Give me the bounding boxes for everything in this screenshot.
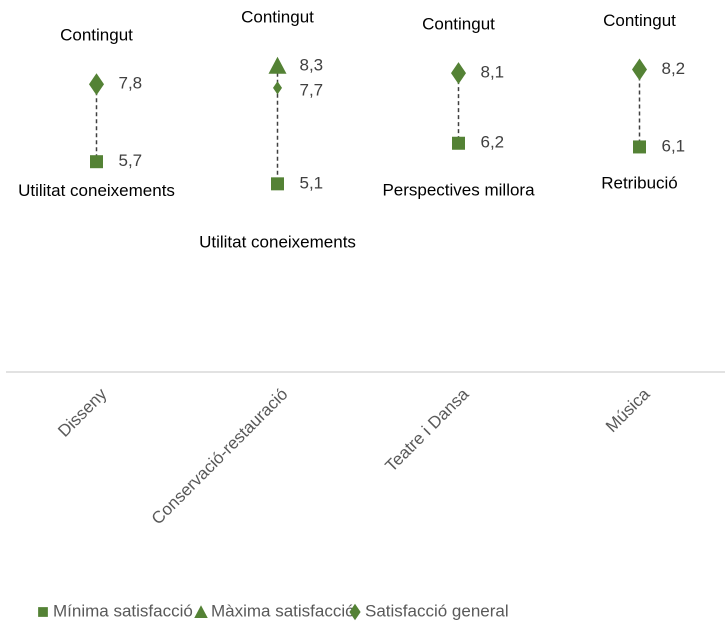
marker-diamond	[89, 73, 104, 96]
marker-diamond	[273, 81, 282, 95]
value-label: 5,1	[300, 173, 324, 192]
x-tick-label: Teatre i Dansa	[382, 384, 473, 475]
marker-square	[38, 607, 48, 617]
x-tick-label: Conservació-restauració	[148, 385, 292, 529]
legend-label: Mínima satisfacció	[53, 601, 193, 620]
annotation-top: Contingut	[422, 15, 495, 34]
annotation-bottom: Retribució	[601, 173, 678, 192]
value-label: 5,7	[119, 151, 143, 170]
annotation-top: Contingut	[60, 26, 133, 45]
marker-square	[452, 136, 465, 150]
legend-label: Màxima satisfacció	[211, 601, 355, 620]
value-label: 7,8	[119, 74, 143, 93]
annotation-bottom: Utilitat coneixements	[18, 181, 175, 200]
marker-square	[271, 177, 284, 191]
x-tick-label: Disseny	[54, 384, 111, 441]
value-label: 6,2	[481, 133, 505, 152]
value-label: 8,1	[481, 63, 505, 82]
value-label: 6,1	[662, 136, 686, 155]
marker-diamond	[451, 62, 466, 85]
annotation-bottom: Utilitat coneixements	[199, 232, 356, 251]
marker-triangle	[268, 56, 287, 74]
legend-label: Satisfacció general	[365, 601, 509, 620]
value-label: 8,2	[662, 59, 686, 78]
x-tick-label: Música	[602, 384, 654, 436]
annotation-bottom: Perspectives millora	[382, 181, 535, 200]
marker-diamond	[632, 58, 647, 81]
marker-diamond	[349, 603, 361, 621]
value-label: 7,7	[300, 80, 324, 99]
marker-square	[90, 155, 103, 169]
marker-triangle	[194, 605, 208, 618]
annotation-top: Contingut	[603, 11, 676, 30]
annotation-top: Contingut	[241, 7, 314, 26]
value-label: 8,3	[300, 55, 324, 74]
marker-square	[633, 140, 646, 154]
